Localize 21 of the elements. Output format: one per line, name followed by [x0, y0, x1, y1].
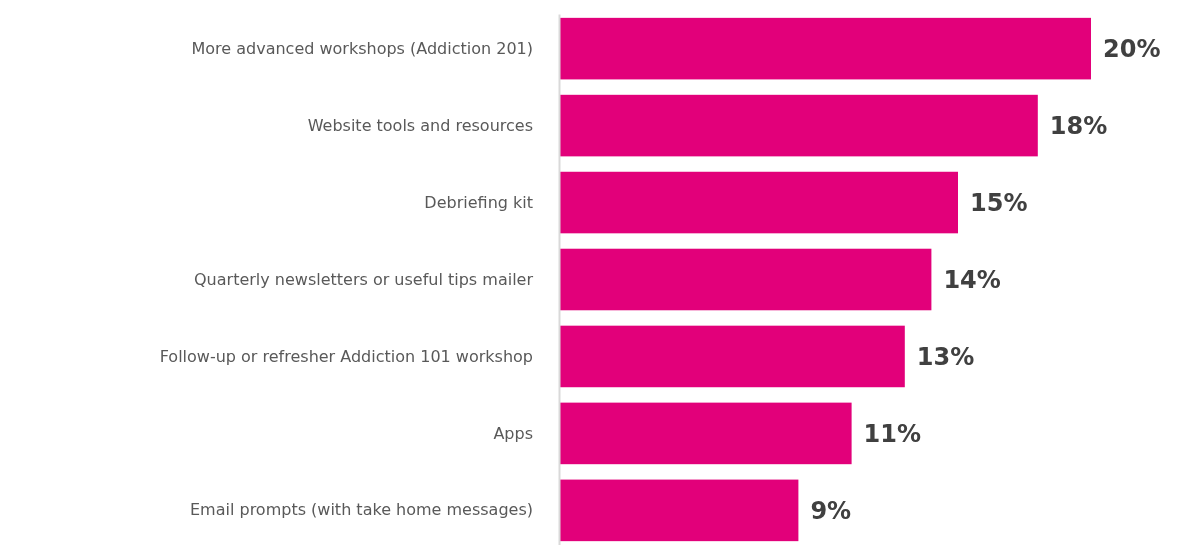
bar — [559, 94, 1038, 157]
data-label: 11% — [863, 419, 922, 448]
data-label: 9% — [810, 496, 852, 525]
bar — [559, 17, 1091, 80]
y-tick-label: Website tools and resources — [307, 115, 533, 135]
y-tick-label: More advanced workshops (Addiction 201) — [191, 38, 533, 58]
data-label: 13% — [916, 342, 975, 371]
y-tick-label: Email prompts (with take home messages) — [190, 500, 533, 520]
data-label: 20% — [1103, 35, 1161, 64]
y-tick-label: Quarterly newsletters or useful tips mailer — [194, 269, 534, 289]
data-label: 18% — [1049, 111, 1108, 140]
bar — [559, 479, 799, 542]
bar — [559, 248, 932, 311]
y-tick-label: Follow-up or refresher Addiction 101 workshop — [159, 346, 533, 366]
y-tick-label: Debriefing kit — [424, 192, 533, 212]
data-label: 15% — [970, 188, 1028, 217]
bar — [559, 325, 905, 388]
bar — [559, 171, 958, 234]
data-label: 14% — [943, 265, 1001, 294]
y-tick-label: Apps — [493, 423, 533, 443]
bar — [559, 402, 852, 465]
